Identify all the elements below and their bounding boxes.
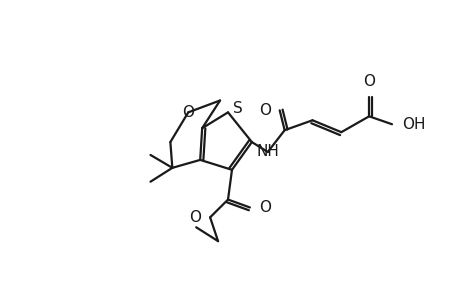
Text: OH: OH bbox=[401, 117, 425, 132]
Text: O: O bbox=[182, 105, 194, 120]
Text: S: S bbox=[233, 101, 242, 116]
Text: NH: NH bbox=[256, 145, 279, 160]
Text: O: O bbox=[258, 200, 270, 215]
Text: O: O bbox=[189, 210, 201, 225]
Text: O: O bbox=[258, 103, 270, 118]
Text: O: O bbox=[362, 74, 375, 88]
